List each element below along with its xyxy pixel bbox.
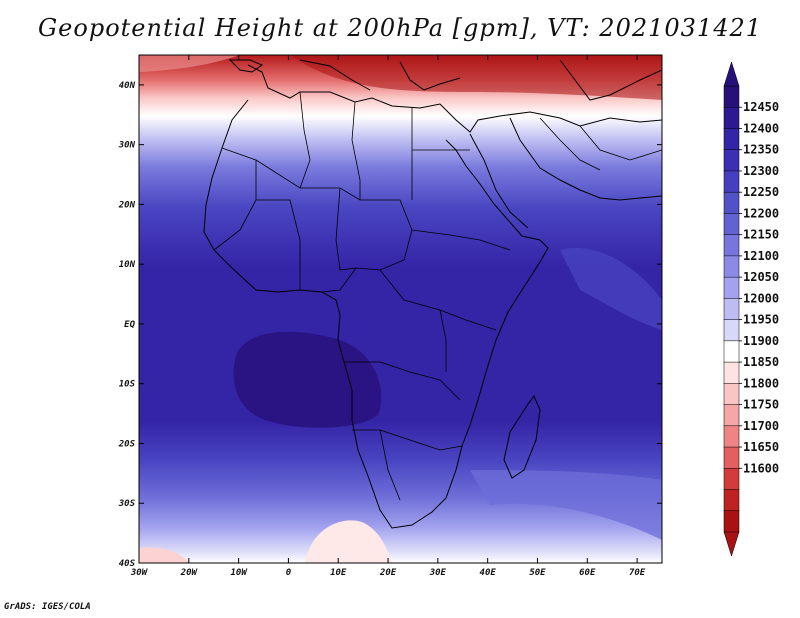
red-sea-coast <box>469 133 529 229</box>
lat-label: 40N <box>119 81 136 91</box>
border-namibia <box>379 429 401 501</box>
italy-coast <box>299 59 371 91</box>
colorbar-label: 12450 <box>743 100 779 114</box>
colorbar-swatch <box>723 425 740 448</box>
colorbar-label: 12000 <box>743 291 779 305</box>
border-southern <box>352 429 463 451</box>
madagascar <box>503 395 541 479</box>
coastlines <box>203 59 662 529</box>
colorbar-label: 12100 <box>743 249 779 263</box>
northwest-corner-shading <box>139 55 240 72</box>
lat-label: 40S <box>119 559 136 569</box>
lon-label: 20W <box>180 568 199 578</box>
lon-label: 70E <box>629 568 646 578</box>
colorbar-swatch <box>723 489 740 512</box>
colorbar-label: 11700 <box>743 419 779 433</box>
colorbar-swatch <box>723 298 740 321</box>
caspian-region <box>559 59 662 101</box>
lat-label: 20N <box>118 200 136 210</box>
colorbar-label: 12300 <box>743 164 779 178</box>
southern-ridge-blob <box>305 520 392 563</box>
african-coastline <box>203 99 549 529</box>
border-chad <box>335 187 357 271</box>
border-great-lakes <box>439 309 447 372</box>
lat-label: 30S <box>118 499 136 509</box>
plot-area <box>139 55 662 563</box>
chart-title: Geopotential Height at 200hPa [gpm], VT:… <box>38 14 762 42</box>
colorbar-label: 12150 <box>743 228 779 242</box>
arabian-coast <box>509 117 662 201</box>
indian-ocean-shading <box>560 248 662 330</box>
lon-label: 30W <box>130 568 149 578</box>
colorbar-label: 12400 <box>743 121 779 135</box>
colorbar-swatch <box>723 170 740 193</box>
colorbar-top-arrow <box>723 61 740 87</box>
balkans-coast <box>399 61 461 91</box>
colorbar-swatch <box>723 319 740 342</box>
colorbar-swatch <box>723 85 740 108</box>
colorbar-swatch <box>723 128 740 151</box>
colorbar-swatch <box>723 383 740 406</box>
lat-label: 10N <box>119 260 136 270</box>
northern-low-region <box>290 55 662 100</box>
lon-label: 10E <box>330 568 347 578</box>
colorbar-label: 11800 <box>743 376 779 390</box>
border-arabia <box>539 117 601 171</box>
colorbar-label: 11850 <box>743 355 779 369</box>
colorbar-swatch <box>723 149 740 172</box>
border-iran <box>579 125 662 161</box>
lat-label: 10S <box>119 380 136 390</box>
border-drc-south <box>344 361 461 401</box>
colorbar-swatch <box>723 361 740 384</box>
iberia <box>228 59 264 73</box>
lat-label: 30N <box>118 141 136 151</box>
lon-label: 0 <box>286 568 292 578</box>
lon-label: 30E <box>429 568 447 578</box>
grads-credit: GrADS: IGES/COLA <box>4 602 91 612</box>
lon-label: 10W <box>230 568 248 578</box>
colorbar-label: 12350 <box>743 143 779 157</box>
colorbar-swatch <box>723 234 740 257</box>
lat-label: 20S <box>118 439 136 449</box>
height-maximum-region <box>233 331 382 428</box>
lon-label: 60E <box>579 568 596 578</box>
colorbar-label: 12250 <box>743 185 779 199</box>
lon-label: 40E <box>480 568 497 578</box>
colorbar-bottom-arrow <box>723 531 740 557</box>
colorbar-label: 11650 <box>743 440 779 454</box>
southern-gradient-band <box>470 470 662 540</box>
colorbar-swatch <box>723 213 740 236</box>
border-libya-west <box>351 101 361 200</box>
colorbar-label: 11900 <box>743 334 779 348</box>
colorbar-swatch <box>723 106 740 130</box>
colorbar-label: 11950 <box>743 313 779 327</box>
colorbar-swatch <box>723 468 740 491</box>
lon-label: 20E <box>379 568 397 578</box>
latitude-axis: 40N 30N 20N 10N EQ 10S 20S 30S 40S <box>118 81 662 569</box>
lat-label: EQ <box>124 320 135 330</box>
border-algeria-west <box>299 91 311 189</box>
plot-frame <box>138 54 663 564</box>
colorbar-swatch <box>723 446 740 469</box>
colorbar-swatch <box>723 276 740 299</box>
colorbar-swatch <box>723 255 740 278</box>
southwest-corner-blob <box>139 547 190 563</box>
colorbar: 12450 12400 12350 12300 12250 12200 12150 12100… <box>723 61 779 557</box>
country-borders <box>213 91 662 501</box>
colorbar-swatch <box>723 191 740 214</box>
lon-label: 50E <box>529 568 546 578</box>
mediterranean-coast <box>247 64 662 133</box>
colorbar-label: 12200 <box>743 206 779 220</box>
longitude-axis: 30W 20W 10W 0 10E 20E 30E 40E 50E 60E 70E <box>130 55 646 578</box>
colorbar-swatch <box>723 510 740 533</box>
border-mali-niger <box>256 199 301 290</box>
colorbar-swatch <box>723 340 740 363</box>
colorbar-swatch <box>723 404 740 427</box>
colorbar-label: 11750 <box>743 398 779 412</box>
colorbar-label: 12050 <box>743 270 779 284</box>
border-sudan <box>411 229 511 251</box>
colorbar-label: 11600 <box>743 461 779 475</box>
